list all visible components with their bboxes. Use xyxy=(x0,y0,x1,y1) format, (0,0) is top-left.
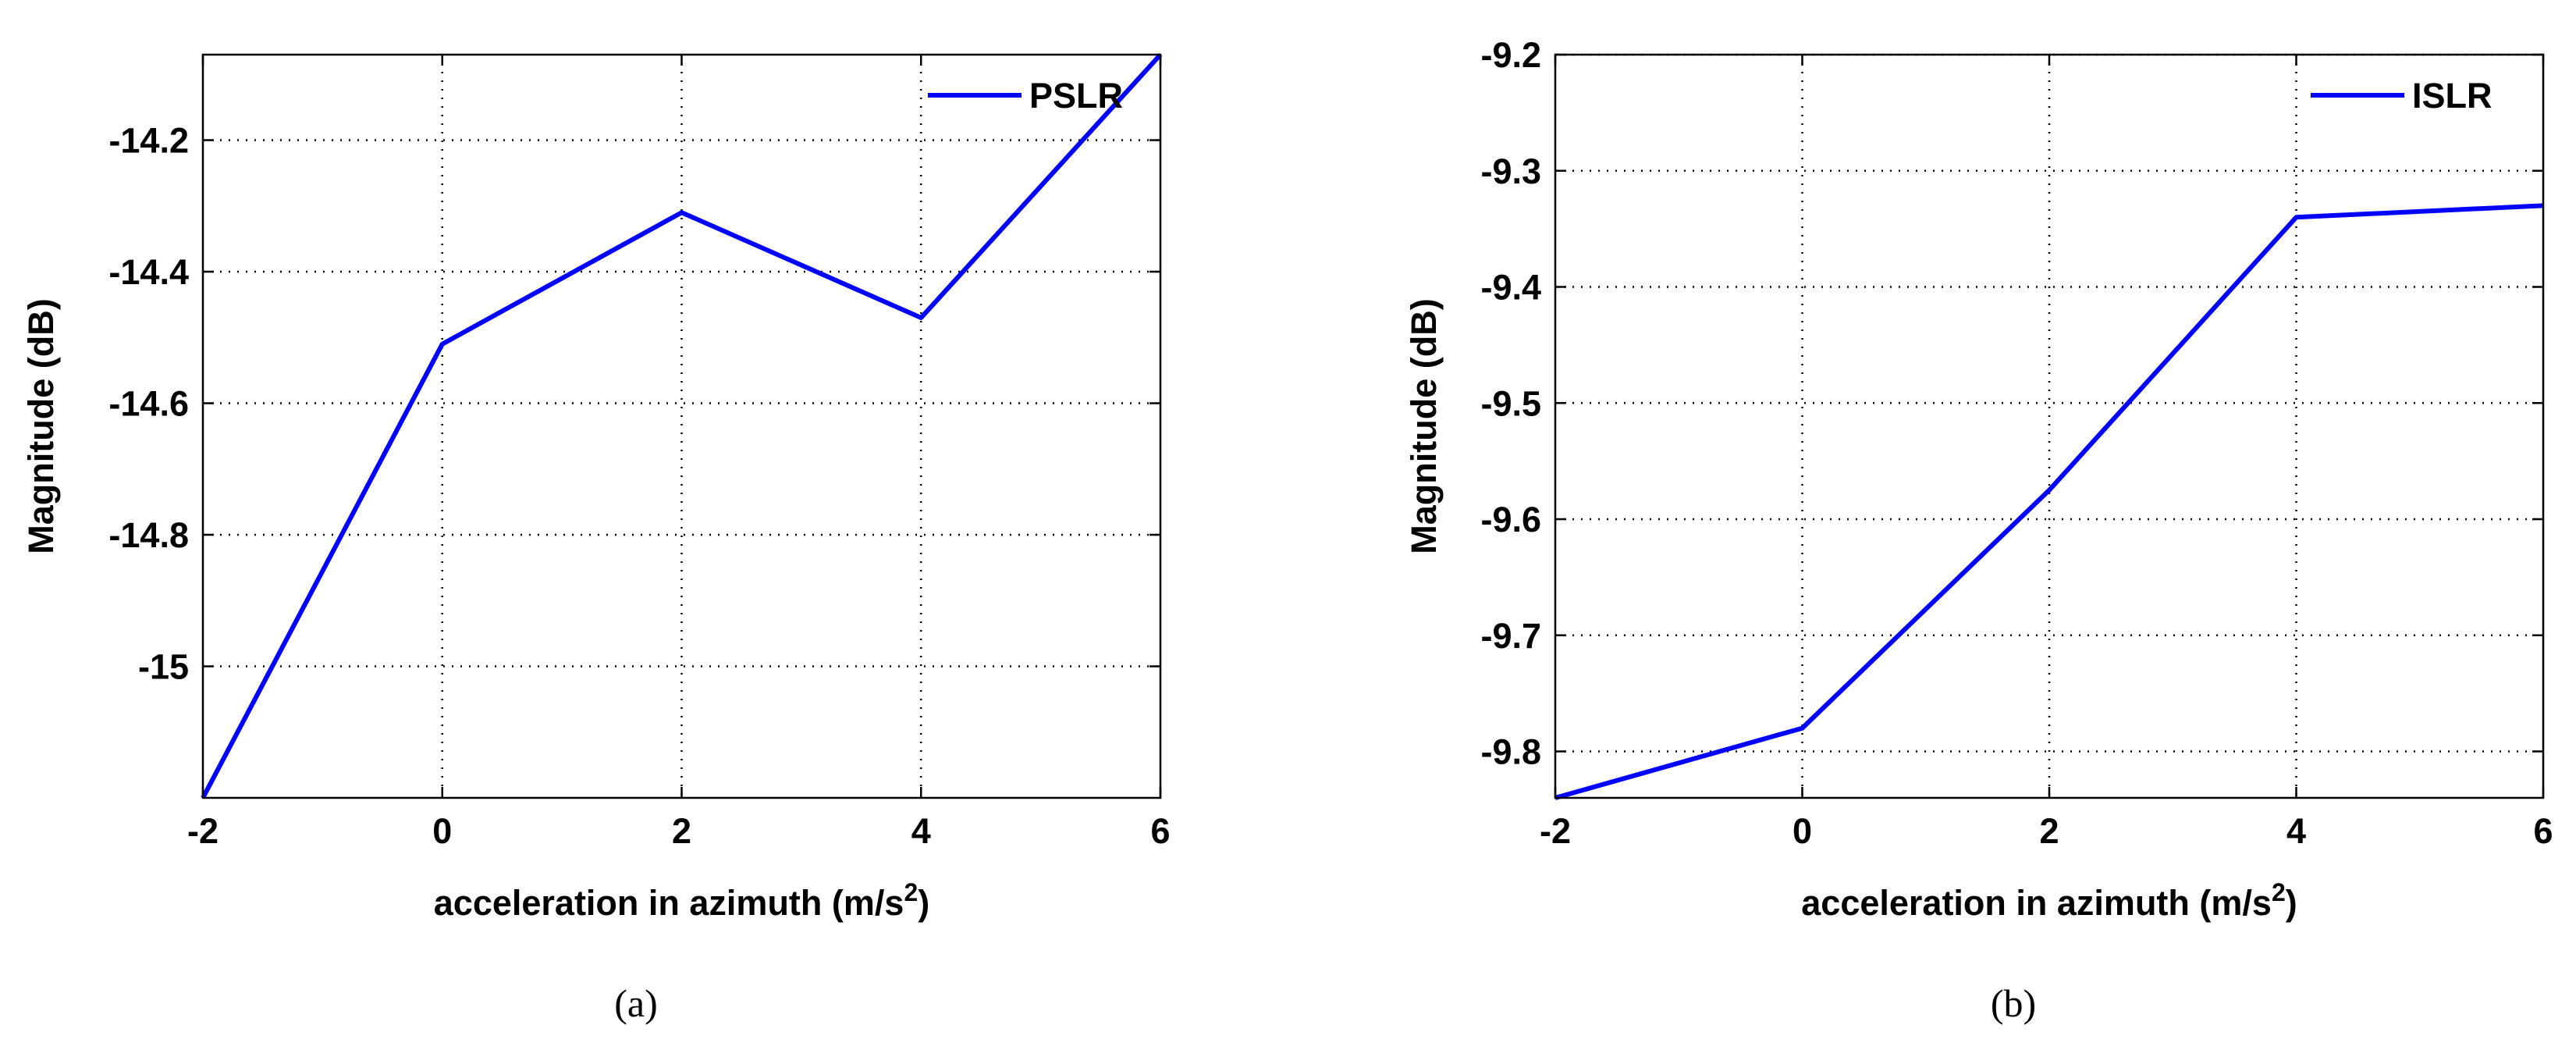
y-tick-label: -15 xyxy=(138,647,189,687)
panel-caption: (a) xyxy=(614,981,658,1025)
y-tick-label: -9.4 xyxy=(1480,268,1541,308)
y-tick-label: -14.2 xyxy=(108,121,189,161)
y-tick-label: -9.2 xyxy=(1480,35,1541,75)
y-tick-label: -9.3 xyxy=(1480,151,1541,191)
y-axis-label: Magnitude (dB) xyxy=(21,298,61,554)
y-tick-label: -14.4 xyxy=(108,252,189,292)
x-tick-label: -2 xyxy=(187,811,219,851)
legend-label: PSLR xyxy=(1029,76,1123,116)
axes-frame xyxy=(1554,53,2545,799)
x-tick-label: 4 xyxy=(2286,811,2306,851)
y-axis-label: Magnitude (dB) xyxy=(1404,298,1444,554)
chart-panel-a: -2 0 2 4 6 -14.2 -14.4 -14.6 -14.8 -15 acceleratio… xyxy=(21,52,1171,1025)
x-tick-label: 0 xyxy=(432,811,452,851)
x-tick-label: 4 xyxy=(911,811,931,851)
axes-frame xyxy=(201,53,1162,799)
x-tick-label: -2 xyxy=(1540,811,1571,851)
y-tick-label: -9.5 xyxy=(1480,383,1541,423)
x-tick-label: 6 xyxy=(1150,811,1170,851)
y-tick-label: -9.6 xyxy=(1480,500,1541,539)
x-tick-label: 2 xyxy=(672,811,691,851)
legend-label: ISLR xyxy=(2412,76,2493,116)
plot-area xyxy=(1555,55,2543,798)
y-tick-label: -14.8 xyxy=(108,515,189,555)
x-tick-label: 0 xyxy=(1793,811,1812,851)
x-axis-label: acceleration in azimuth (m/s2) xyxy=(434,878,929,923)
y-tick-label: -14.6 xyxy=(108,384,189,424)
x-tick-label: 2 xyxy=(2039,811,2059,851)
plot-area xyxy=(203,55,1160,798)
panel-caption: (b) xyxy=(1991,981,2036,1025)
x-tick-label: 6 xyxy=(2533,811,2553,851)
chart-panel-b: -2 0 2 4 6 -9.2 -9.3 -9.4 -9.5 -9.6 -9.7 -9.8 accele… xyxy=(1404,35,2553,1025)
x-axis-label: acceleration in azimuth (m/s2) xyxy=(1801,878,2297,923)
y-tick-label: -9.7 xyxy=(1480,616,1541,656)
y-tick-label: -9.8 xyxy=(1480,732,1541,772)
